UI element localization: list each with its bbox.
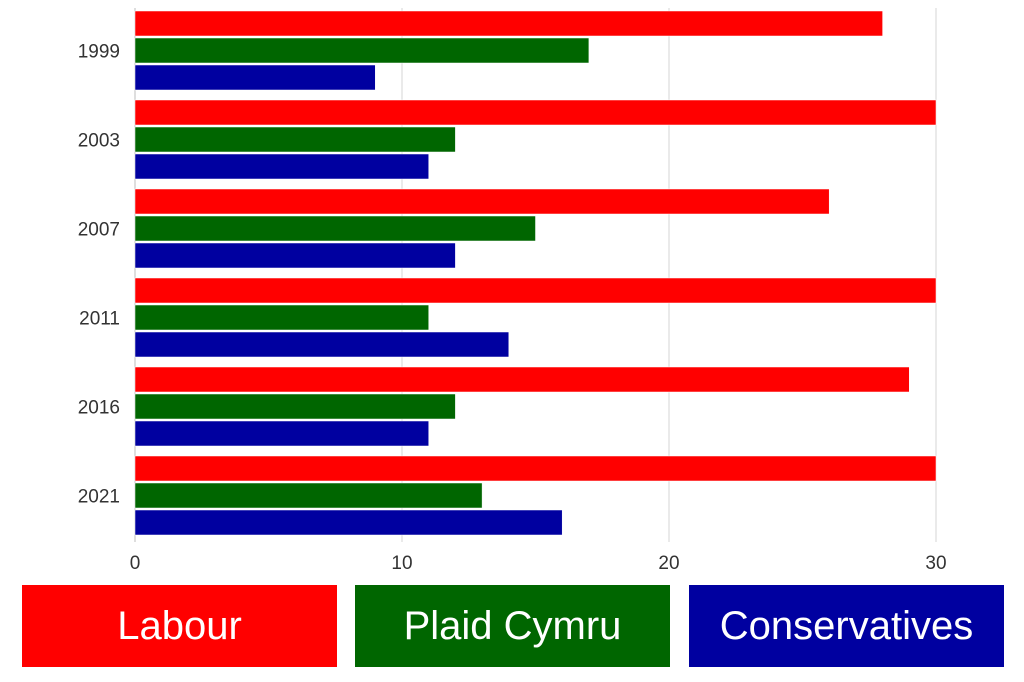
y-tick-label: 2021 — [78, 487, 120, 508]
bar-labour-1999 — [134, 10, 883, 37]
bar-labour-2003 — [134, 99, 937, 126]
bar-conservatives-2021 — [134, 509, 563, 536]
bar-chart: 1999 2003 2007 2011 2016 2021 0 10 20 30 — [78, 8, 947, 574]
bar-conservatives-1999 — [134, 64, 376, 91]
bar-conservatives-2007 — [134, 242, 456, 269]
x-tick-label: 30 — [925, 553, 946, 574]
bar-plaid-cymru-2007 — [134, 215, 536, 242]
y-tick-label: 2003 — [78, 131, 120, 152]
y-tick-label: 2007 — [78, 220, 120, 241]
legend-plaid-cymru: Plaid Cymru — [355, 585, 670, 667]
bar-plaid-cymru-2021 — [134, 482, 483, 509]
y-tick-label: 2016 — [78, 398, 120, 419]
x-tick-label: 20 — [658, 553, 679, 574]
bars — [134, 10, 937, 536]
y-tick-label: 1999 — [78, 42, 120, 63]
legend-labour: Labour — [22, 585, 337, 667]
bar-plaid-cymru-2016 — [134, 393, 456, 420]
bar-conservatives-2011 — [134, 331, 510, 358]
legend: Labour Plaid Cymru Conservatives — [0, 585, 1024, 667]
legend-labour-label: Labour — [117, 603, 242, 648]
x-tick-label: 10 — [391, 553, 412, 574]
bar-plaid-cymru-1999 — [134, 37, 590, 64]
bar-conservatives-2003 — [134, 153, 429, 180]
bar-labour-2011 — [134, 277, 937, 304]
grid-lines — [134, 8, 937, 542]
x-tick-label: 0 — [130, 553, 141, 574]
y-axis-labels: 1999 2003 2007 2011 2016 2021 — [78, 42, 120, 508]
legend-plaid-cymru-label: Plaid Cymru — [403, 603, 622, 648]
bar-labour-2016 — [134, 366, 910, 393]
legend-conservatives: Conservatives — [689, 585, 1004, 667]
y-tick-label: 2011 — [79, 309, 120, 330]
x-axis-labels: 0 10 20 30 — [130, 553, 947, 574]
legend-conservatives-label: Conservatives — [719, 603, 974, 648]
bar-labour-2007 — [134, 188, 830, 215]
bar-conservatives-2016 — [134, 420, 429, 447]
bar-labour-2021 — [134, 455, 937, 482]
bar-plaid-cymru-2011 — [134, 304, 429, 331]
bar-plaid-cymru-2003 — [134, 126, 456, 153]
